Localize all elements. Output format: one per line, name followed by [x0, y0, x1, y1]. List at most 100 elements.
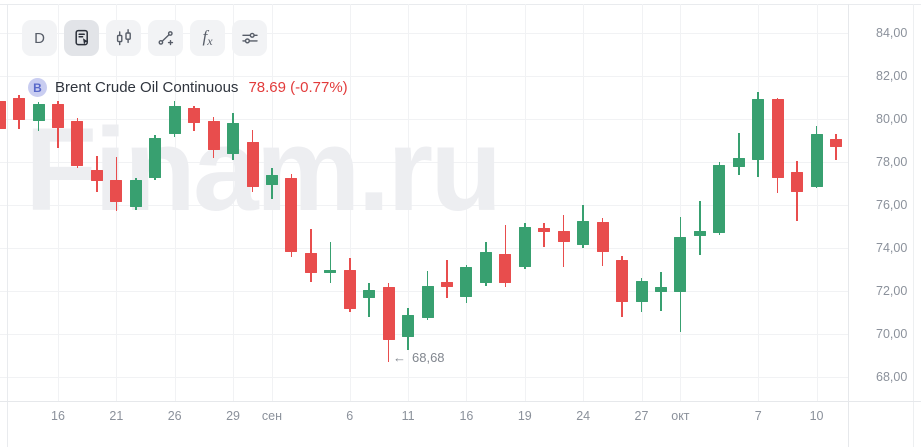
time-axis[interactable]: 16 21 26 29 сен 6 11 16 19 24 27 окт 7 10 [0, 402, 848, 447]
candle [382, 286, 395, 340]
chart-plot-area[interactable] [0, 0, 848, 401]
candle [771, 99, 784, 179]
date-tick-label: 24 [576, 409, 591, 423]
candle [71, 121, 84, 167]
gridline [233, 4, 235, 401]
gridline [680, 4, 682, 401]
chart-toolbar: D [22, 20, 267, 56]
candle-wick [446, 260, 448, 299]
timeframe-button[interactable]: D [22, 20, 57, 56]
price-axis-separator [848, 4, 849, 447]
candle [207, 121, 220, 150]
gridline [408, 4, 410, 401]
gridline [0, 119, 848, 120]
price-tick-label: 84,00 [876, 26, 908, 40]
candle [304, 253, 317, 274]
gridline [0, 248, 848, 249]
date-tick-label: 26 [167, 409, 182, 423]
candle-wick [737, 133, 740, 175]
widget-left-border [7, 4, 8, 447]
candle [227, 123, 240, 155]
candle-wick [329, 241, 332, 284]
low-annotation: ← 68,68 [393, 350, 445, 365]
candle [90, 169, 103, 181]
fx-icon: fx [202, 27, 213, 48]
candle-wick [368, 283, 370, 317]
indicators-button[interactable]: fx [190, 20, 225, 56]
candle [402, 315, 415, 338]
price-axis[interactable]: 84,00 82,00 80,00 78,00 76,00 74,00 72,00 70,00… [849, 4, 913, 401]
gridline [271, 4, 273, 401]
candle [129, 180, 142, 207]
candle [324, 269, 337, 273]
price-tick-label: 80,00 [876, 112, 908, 126]
candle [265, 174, 278, 185]
candle [0, 100, 6, 129]
date-tick-label: 11 [401, 409, 415, 423]
gridline [174, 4, 176, 401]
gridline [466, 4, 468, 401]
candle [285, 178, 298, 252]
chart-type-button[interactable] [64, 20, 99, 56]
candle [577, 220, 590, 245]
gridline [816, 4, 818, 401]
date-tick-label: 7 [754, 409, 762, 423]
candle [343, 269, 356, 310]
gridline [58, 4, 59, 401]
sliders-icon [240, 28, 260, 48]
gridline [0, 377, 848, 378]
settings-button[interactable] [232, 20, 267, 56]
timeframe-label: D [34, 29, 45, 47]
candle [363, 289, 376, 299]
date-tick-label: окт [671, 409, 690, 423]
candlestick-icon [114, 28, 134, 48]
price-tick-label: 72,00 [876, 284, 908, 298]
candle [713, 165, 726, 234]
date-tick-label: 27 [634, 409, 649, 423]
candle [674, 236, 687, 292]
candle [557, 230, 570, 242]
date-tick-label: 6 [346, 409, 354, 423]
gridline [641, 4, 643, 401]
candle [479, 251, 492, 284]
candle [421, 285, 434, 318]
candle [518, 226, 531, 267]
gridline [0, 205, 848, 206]
date-tick-label: 10 [809, 409, 824, 423]
gridline [0, 334, 848, 335]
candle [149, 138, 162, 179]
date-tick-label: 29 [226, 409, 240, 423]
candle [168, 105, 181, 135]
date-tick-label: сен [261, 409, 282, 423]
candle [246, 141, 259, 187]
gridline [349, 4, 351, 401]
candle [460, 267, 473, 297]
candle [732, 157, 745, 167]
candle [693, 231, 706, 236]
candle-style-button[interactable] [106, 20, 141, 56]
date-tick-label: 19 [517, 409, 532, 423]
candle [188, 108, 201, 123]
candle [616, 260, 629, 302]
candle [499, 254, 512, 284]
instrument-row[interactable]: B Brent Crude Oil Continuous 78.69 (-0.7… [28, 78, 348, 97]
drawing-tools-button[interactable] [148, 20, 183, 56]
gridline [0, 76, 848, 77]
candle [13, 97, 26, 121]
gridline [0, 33, 848, 34]
trend-line-plus-icon [156, 28, 176, 48]
candle [752, 99, 765, 161]
gridline [524, 4, 526, 401]
widget-right-border [913, 4, 914, 447]
low-annotation-value: 68,68 [412, 350, 445, 365]
candle [596, 221, 609, 252]
date-tick-label: 16 [459, 409, 474, 423]
candle [441, 281, 453, 287]
gridline [583, 4, 585, 401]
candle-wick [699, 200, 701, 256]
left-arrow-icon: ← [393, 350, 406, 365]
instrument-name: Brent Crude Oil Continuous [55, 79, 239, 96]
candle-wick [543, 223, 546, 247]
price-tick-label: 82,00 [876, 69, 908, 83]
